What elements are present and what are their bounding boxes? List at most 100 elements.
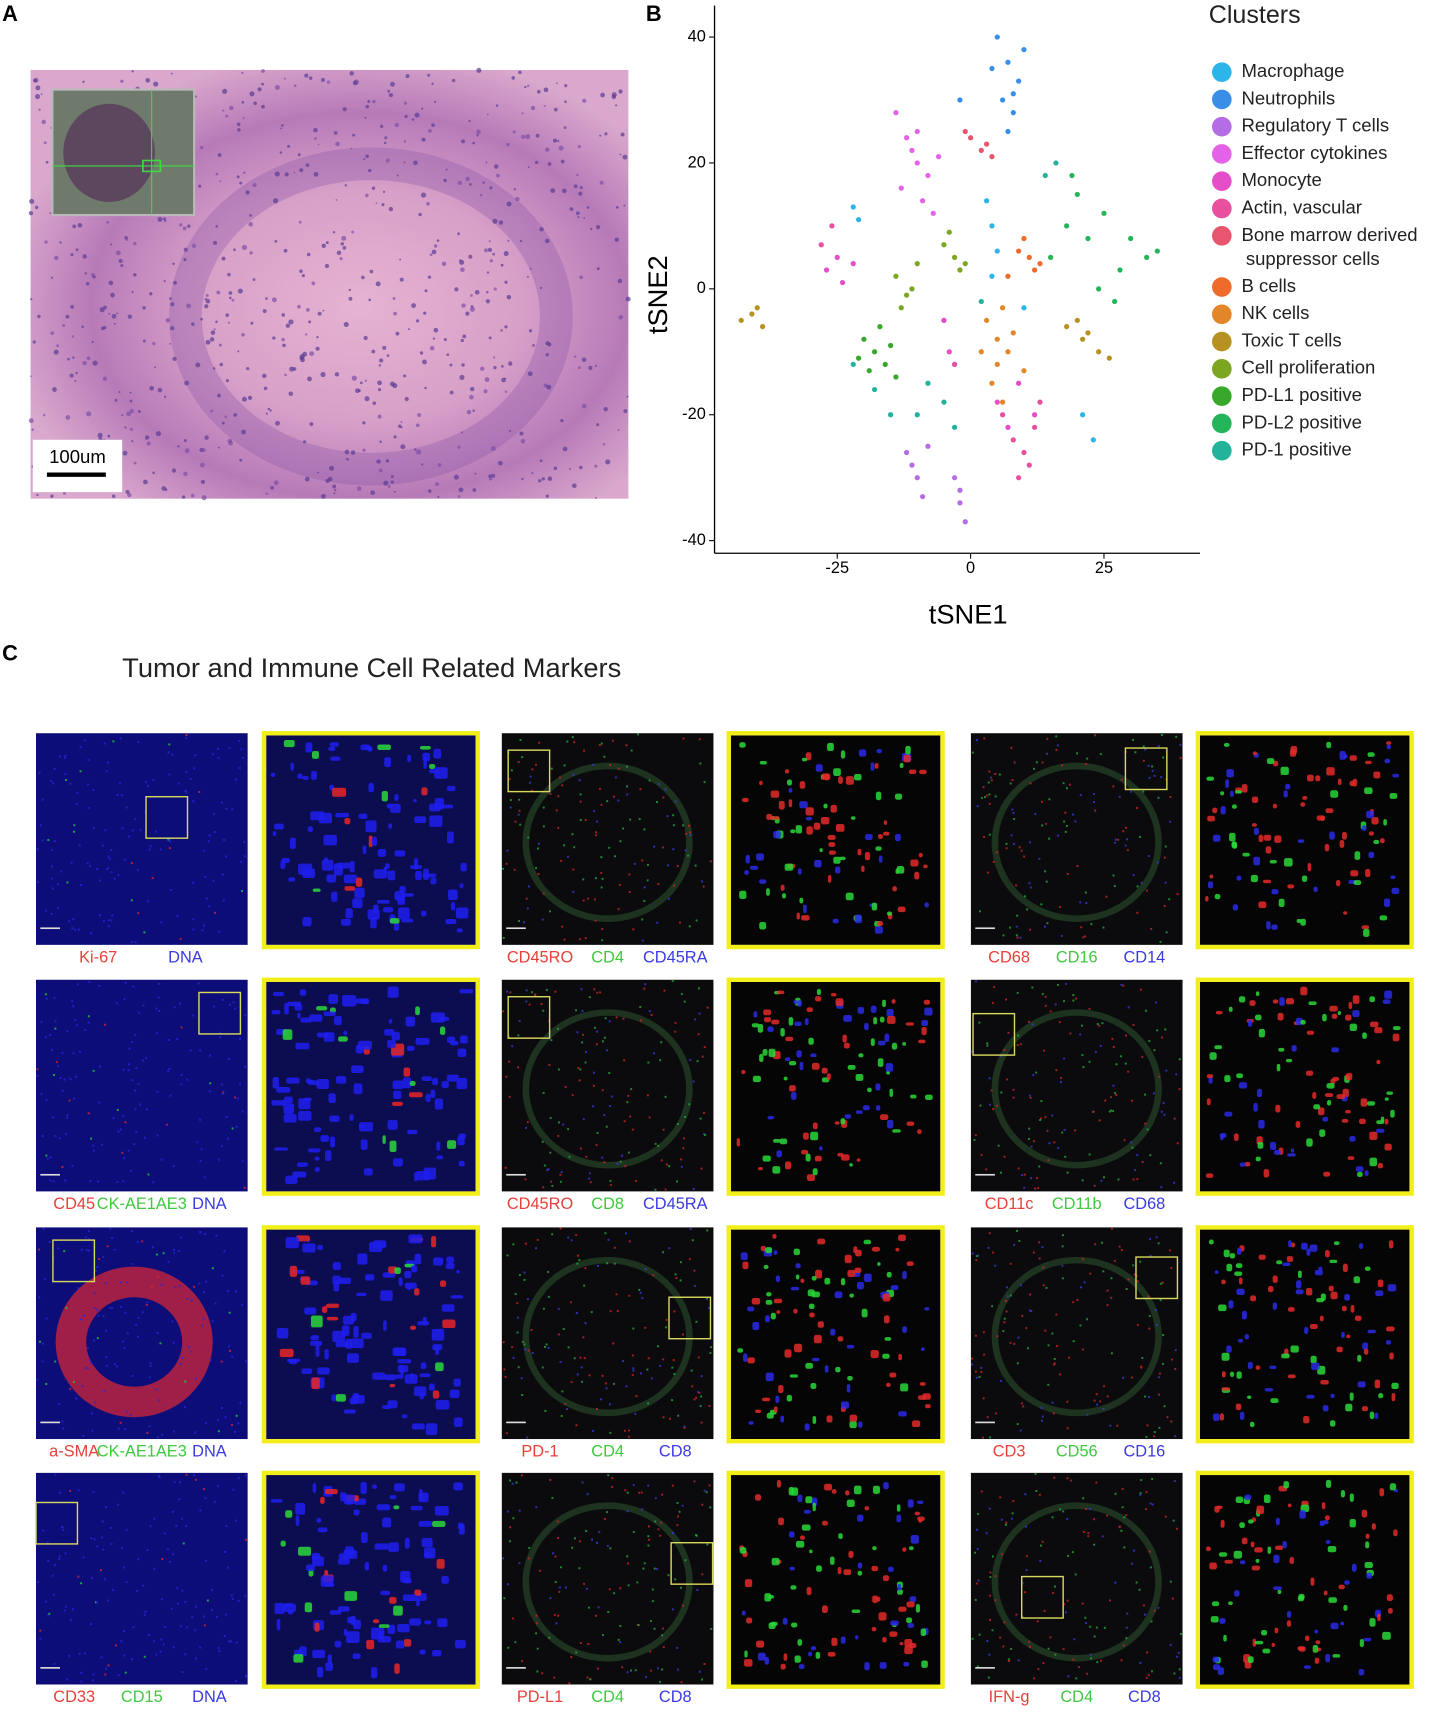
nucleus <box>272 336 276 340</box>
nucleus <box>403 161 406 164</box>
nucleus <box>375 460 379 463</box>
texture <box>404 1270 412 1279</box>
texture <box>1112 1110 1115 1113</box>
texture <box>400 1364 404 1376</box>
texture <box>799 801 808 809</box>
texture <box>676 1524 679 1527</box>
texture <box>1126 1612 1129 1615</box>
point <box>893 273 899 279</box>
texture <box>1066 1400 1069 1403</box>
texture <box>87 1021 90 1024</box>
texture <box>1364 1266 1371 1271</box>
texture <box>579 1147 582 1150</box>
point <box>1005 59 1011 65</box>
marker-label: CD14 <box>1123 948 1165 966</box>
texture <box>1114 838 1117 841</box>
texture <box>1061 1277 1064 1280</box>
nucleus <box>586 206 590 209</box>
texture <box>208 834 211 837</box>
nucleus <box>237 128 241 132</box>
texture <box>207 840 210 843</box>
texture <box>123 998 126 1001</box>
texture <box>395 1640 405 1649</box>
nucleus <box>37 314 41 319</box>
texture <box>990 1089 993 1092</box>
nucleus <box>387 89 391 93</box>
texture <box>674 1021 677 1024</box>
nucleus <box>335 141 340 147</box>
texture <box>283 1114 297 1123</box>
texture <box>1153 1431 1156 1434</box>
texture <box>785 1036 794 1042</box>
texture <box>797 1639 803 1646</box>
texture <box>564 1586 567 1589</box>
texture <box>1105 895 1108 898</box>
texture <box>1146 889 1148 892</box>
texture <box>1134 1169 1137 1172</box>
texture <box>745 854 750 864</box>
texture <box>160 1638 163 1641</box>
nucleus <box>569 207 574 211</box>
texture <box>1041 1540 1044 1543</box>
texture <box>564 1402 567 1405</box>
texture <box>1389 1352 1394 1360</box>
texture <box>1352 1010 1360 1017</box>
nucleus <box>131 70 134 73</box>
texture <box>354 887 365 899</box>
texture <box>858 1421 863 1428</box>
nucleus <box>534 160 539 165</box>
texture <box>353 1509 360 1516</box>
nucleus <box>342 246 347 250</box>
nucleus <box>41 119 46 125</box>
marker-panel: CD3 CD56 CD16 <box>970 1225 1414 1460</box>
texture <box>1247 1395 1252 1399</box>
texture <box>772 1234 777 1239</box>
texture <box>179 938 182 941</box>
texture <box>526 1436 529 1439</box>
texture <box>1345 1072 1353 1081</box>
texture <box>1348 1001 1353 1010</box>
nucleus <box>182 226 187 231</box>
nucleus <box>191 243 197 248</box>
texture <box>184 1380 187 1383</box>
texture <box>285 1237 299 1249</box>
texture <box>225 1115 228 1118</box>
nucleus <box>65 415 71 420</box>
texture <box>1009 782 1012 785</box>
texture <box>593 810 596 813</box>
texture <box>705 1297 708 1300</box>
texture <box>759 879 767 884</box>
texture <box>821 773 831 780</box>
nucleus <box>72 224 77 229</box>
texture <box>603 1161 606 1164</box>
nucleus <box>470 386 475 392</box>
texture <box>921 1027 927 1036</box>
texture <box>762 1049 768 1056</box>
texture <box>535 1506 538 1509</box>
nucleus <box>472 409 475 412</box>
nucleus <box>504 325 508 329</box>
texture <box>237 1600 240 1602</box>
texture <box>584 1061 587 1064</box>
nucleus <box>146 441 151 446</box>
texture <box>115 1002 118 1005</box>
texture <box>1365 760 1372 765</box>
nucleus <box>106 221 109 224</box>
texture <box>90 932 93 935</box>
texture <box>104 829 107 832</box>
texture <box>894 833 901 842</box>
texture <box>340 1492 347 1502</box>
texture <box>1114 1581 1117 1584</box>
marker-panel: CD33 CD15 DNA <box>35 1470 480 1706</box>
texture <box>1140 1366 1143 1369</box>
legend-swatch <box>1212 116 1232 137</box>
texture <box>830 1556 835 1565</box>
texture <box>561 1390 564 1393</box>
texture <box>601 939 604 942</box>
texture <box>181 1589 184 1592</box>
texture <box>1306 1138 1313 1147</box>
texture <box>1066 1477 1069 1480</box>
nucleus <box>69 373 74 378</box>
texture <box>698 738 701 741</box>
nucleus <box>509 429 512 432</box>
